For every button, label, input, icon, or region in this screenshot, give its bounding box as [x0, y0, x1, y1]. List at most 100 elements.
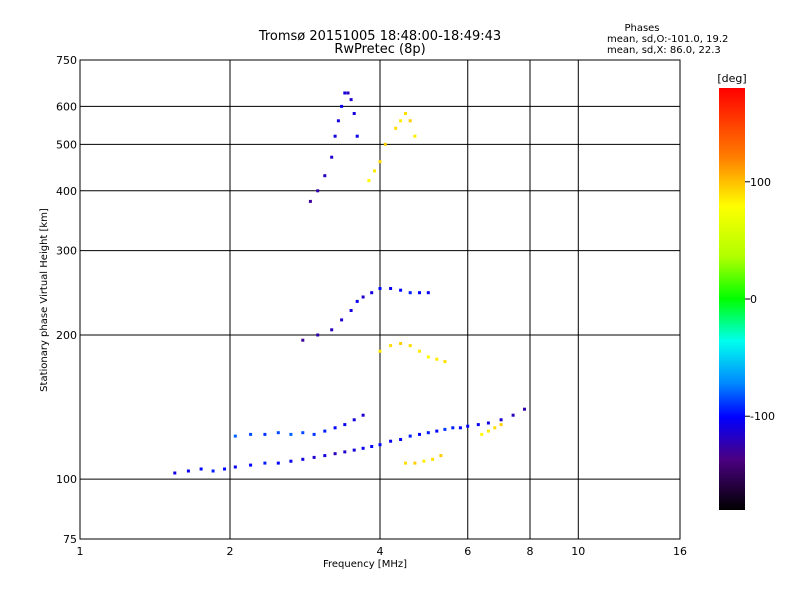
- data-point: [355, 299, 359, 303]
- data-point: [523, 407, 526, 411]
- data-point: [323, 454, 327, 458]
- data-point: [330, 155, 334, 159]
- data-point: [199, 467, 203, 471]
- x-axis-label: Frequency [MHz]: [323, 559, 407, 570]
- y-tick-label: 100: [56, 473, 77, 486]
- data-point: [378, 160, 382, 164]
- data-point: [367, 179, 371, 183]
- x-tick-label: 8: [527, 545, 534, 558]
- data-point: [349, 309, 353, 312]
- data-point: [370, 291, 374, 295]
- data-point: [316, 333, 320, 337]
- data-point: [458, 426, 462, 430]
- data-point: [418, 291, 421, 295]
- data-point: [333, 134, 337, 138]
- data-point: [418, 349, 421, 353]
- data-point: [439, 454, 443, 458]
- data-points: [173, 91, 526, 475]
- grid-lines: [79, 59, 681, 540]
- data-point: [343, 450, 347, 454]
- data-point: [373, 169, 376, 173]
- data-point: [343, 91, 347, 95]
- data-point: [511, 413, 515, 417]
- colorbar-tick-label: 100: [750, 176, 771, 189]
- data-point: [399, 288, 403, 292]
- data-point: [333, 452, 337, 456]
- data-point: [408, 119, 412, 123]
- data-point: [340, 104, 344, 108]
- x-tick-label: 10: [571, 545, 585, 558]
- data-point: [289, 432, 293, 436]
- data-point: [443, 360, 447, 364]
- data-point: [301, 431, 305, 435]
- data-point: [346, 91, 350, 95]
- data-point: [426, 355, 430, 359]
- data-point: [413, 134, 417, 138]
- data-point: [370, 445, 374, 448]
- colorbar-tick-label: -100: [750, 410, 775, 423]
- x-tick-label: 1: [77, 545, 84, 558]
- data-point: [211, 469, 215, 473]
- data-point: [413, 461, 417, 465]
- colorbar-gradient: [719, 88, 745, 510]
- data-point: [404, 461, 407, 465]
- data-point: [263, 461, 267, 465]
- x-tick-label: 4: [377, 545, 384, 558]
- data-point: [276, 461, 280, 465]
- data-point: [431, 457, 435, 461]
- data-point: [422, 459, 426, 463]
- plot-frame: [79, 59, 681, 540]
- data-point: [378, 443, 382, 447]
- data-point: [466, 424, 470, 428]
- data-point: [249, 463, 253, 467]
- data-point: [355, 134, 359, 138]
- data-point: [435, 357, 439, 361]
- data-point: [426, 431, 430, 435]
- data-point: [361, 295, 365, 299]
- data-point: [426, 291, 430, 295]
- data-point: [233, 434, 237, 438]
- y-tick-label: 600: [56, 100, 77, 113]
- data-point: [389, 439, 393, 443]
- chart-subtitle: RwPretec (8p): [334, 42, 425, 57]
- data-point: [352, 112, 356, 115]
- data-point: [336, 119, 340, 123]
- legend-title: Phases: [624, 23, 659, 34]
- y-tick-label: 750: [56, 54, 77, 67]
- data-point: [340, 318, 344, 322]
- data-point: [408, 291, 412, 295]
- y-axis-label: Stationary phase Virtual Height [km]: [39, 208, 50, 392]
- y-tick-label: 75: [63, 533, 77, 546]
- phase-legend: Phases mean, sd,O:-101.0, 19.2 mean, sd,…: [607, 23, 728, 56]
- data-point: [333, 426, 337, 430]
- legend-line-x: mean, sd,X: 86.0, 22.3: [607, 45, 721, 56]
- data-point: [263, 432, 267, 436]
- data-point: [389, 287, 393, 290]
- colorbar: [deg] 100 0 -100: [717, 72, 775, 510]
- data-point: [486, 429, 490, 433]
- data-point: [330, 328, 334, 332]
- data-point: [223, 467, 226, 471]
- y-tick-label: 400: [56, 185, 77, 198]
- data-point: [404, 112, 407, 115]
- data-point: [361, 446, 365, 450]
- x-tick-label: 16: [673, 545, 687, 558]
- data-point: [352, 418, 356, 422]
- data-point: [399, 119, 403, 123]
- colorbar-label: [deg]: [717, 72, 746, 85]
- data-point: [451, 426, 455, 430]
- data-point: [316, 189, 320, 193]
- data-point: [308, 199, 312, 203]
- data-point: [186, 469, 190, 473]
- colorbar-tick-label: 0: [750, 293, 757, 306]
- legend-line-o: mean, sd,O:-101.0, 19.2: [607, 34, 728, 45]
- data-point: [476, 423, 480, 427]
- data-point: [361, 413, 365, 417]
- data-point: [480, 432, 484, 436]
- data-point: [249, 432, 253, 436]
- data-point: [493, 426, 497, 430]
- data-point: [378, 349, 382, 353]
- data-point: [312, 455, 316, 459]
- data-point: [443, 427, 447, 431]
